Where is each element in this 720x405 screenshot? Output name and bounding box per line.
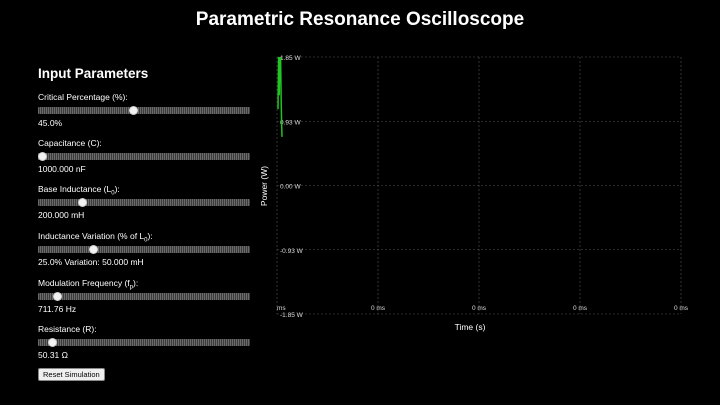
x-tick-label: ms (277, 305, 286, 312)
page-title: Parametric Resonance Oscilloscope (195, 9, 525, 30)
resistance-label: Resistance (R): (38, 324, 97, 334)
param-modulation-frequency: Modulation Frequency (fp): 711.76 Hz (38, 278, 250, 315)
param-resistance: Resistance (R): 50.31 Ω (38, 324, 250, 361)
slider-thumb[interactable] (128, 106, 138, 115)
y-tick-label: 0.00 W (280, 184, 301, 191)
base-inductance-value: 200.000 mH (38, 210, 85, 220)
reset-simulation-button[interactable]: Reset Simulation (38, 368, 105, 381)
slider-thumb[interactable] (78, 198, 88, 207)
y-axis-ticks: 1.85 W 0.93 W 0.00 W -0.93 W -1.85 W (280, 55, 304, 319)
x-tick-label: 0 ms (371, 305, 386, 312)
slider-thumb[interactable] (37, 152, 47, 161)
inductance-variation-value: 25.0% Variation: 50.000 mH (38, 257, 144, 267)
x-tick-label: 0 ms (573, 305, 588, 312)
panel-heading: Input Parameters (38, 66, 149, 81)
slider-thumb[interactable] (52, 292, 62, 301)
inductance-variation-slider[interactable] (38, 245, 250, 254)
x-axis-label: Time (s) (455, 322, 486, 332)
y-tick-label: -1.85 W (280, 312, 304, 319)
capacitance-slider[interactable] (37, 152, 250, 161)
resistance-slider[interactable] (38, 338, 250, 347)
base-inductance-slider[interactable] (38, 198, 250, 207)
x-tick-label: 0 ms (472, 305, 487, 312)
y-tick-label: 0.93 W (280, 119, 301, 126)
modulation-frequency-label: Modulation Frequency (fp): (38, 278, 139, 291)
critical-percentage-label: Critical Percentage (%): (38, 92, 128, 102)
inductance-variation-label: Inductance Variation (% of L0): (38, 231, 153, 244)
capacitance-value: 1000.000 nF (38, 164, 86, 174)
capacitance-label: Capacitance (C): (38, 138, 102, 148)
x-axis-ticks: ms 0 ms 0 ms 0 ms 0 ms (277, 305, 689, 312)
slider-thumb[interactable] (48, 338, 58, 347)
resistance-value: 50.31 Ω (38, 350, 68, 360)
param-inductance-variation: Inductance Variation (% of L0): 25.0% Va… (38, 231, 250, 268)
critical-percentage-slider[interactable] (38, 106, 250, 115)
x-tick-label: 0 ms (674, 305, 689, 312)
modulation-frequency-slider[interactable] (38, 292, 250, 301)
modulation-frequency-value: 711.76 Hz (38, 304, 77, 314)
param-critical-percentage: Critical Percentage (%): 45.0% (38, 92, 250, 129)
power-trace (277, 56, 283, 137)
y-tick-label: -0.93 W (280, 248, 304, 255)
critical-percentage-value: 45.0% (38, 118, 63, 128)
base-inductance-label: Base Inductance (L0): (38, 184, 120, 197)
input-parameters-panel: Input Parameters Critical Percentage (%)… (37, 66, 250, 381)
param-base-inductance: Base Inductance (L0): 200.000 mH (38, 184, 250, 221)
param-capacitance: Capacitance (C): 1000.000 nF (37, 138, 250, 175)
slider-thumb[interactable] (88, 245, 98, 254)
y-axis-label: Power (W) (259, 166, 269, 206)
y-tick-label: 1.85 W (280, 55, 301, 62)
grid (276, 56, 682, 315)
